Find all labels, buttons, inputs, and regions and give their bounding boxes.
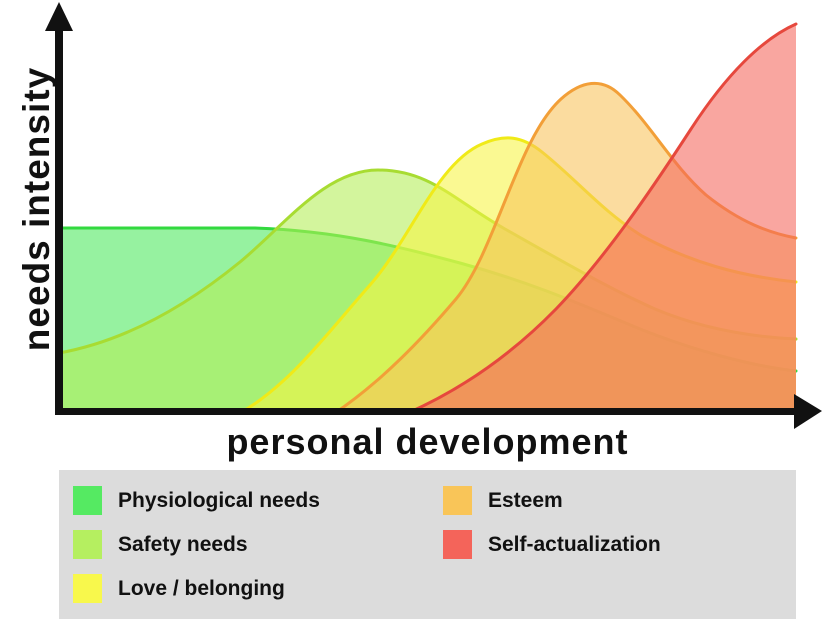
legend: Physiological needs Safety needs Love / … <box>59 470 796 619</box>
legend-label-esteem: Esteem <box>488 488 563 512</box>
legend-item-physiological-needs: Physiological needs <box>73 486 320 515</box>
legend-label-physiological-needs: Physiological needs <box>118 488 320 512</box>
legend-swatch-self-actualization <box>443 530 472 559</box>
y-axis-label: needs intensity <box>16 66 57 352</box>
legend-item-safety-needs: Safety needs <box>73 530 320 559</box>
legend-swatch-physiological-needs <box>73 486 102 515</box>
curve-self-actualization <box>406 22 798 415</box>
legend-label-love-belonging: Love / belonging <box>118 576 285 600</box>
x-axis-label: personal development <box>226 421 629 462</box>
plot-canvas <box>45 2 822 429</box>
legend-swatch-love-belonging <box>73 574 102 603</box>
area-self-actualization <box>408 24 796 413</box>
legend-column-left: Physiological needs Safety needs Love / … <box>73 486 320 618</box>
legend-item-love-belonging: Love / belonging <box>73 574 320 603</box>
y-axis-line <box>55 26 63 415</box>
legend-item-self-actualization: Self-actualization <box>443 530 661 559</box>
legend-item-esteem: Esteem <box>443 486 661 515</box>
legend-swatch-esteem <box>443 486 472 515</box>
y-axis-arrow-icon <box>45 2 73 31</box>
legend-column-right: Esteem Self-actualization <box>443 486 661 574</box>
legend-swatch-safety-needs <box>73 530 102 559</box>
x-axis-line <box>55 408 796 415</box>
legend-label-safety-needs: Safety needs <box>118 532 248 556</box>
legend-label-self-actualization: Self-actualization <box>488 532 661 556</box>
x-axis-arrow-icon <box>794 394 822 429</box>
